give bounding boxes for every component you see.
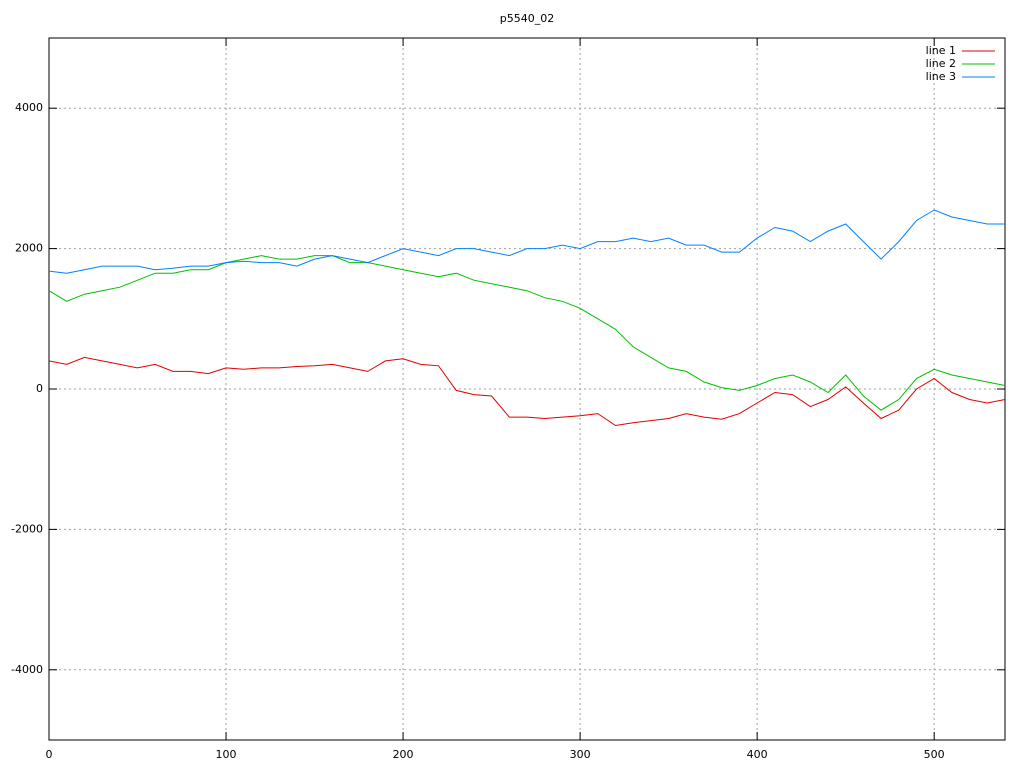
x-tick-label: 200: [393, 748, 414, 761]
chart-title: p5540_02: [500, 12, 554, 25]
legend-label: line 2: [926, 57, 956, 70]
legend-label: line 1: [926, 44, 956, 57]
y-tick-label: 4000: [15, 101, 43, 114]
legend-label: line 3: [926, 70, 956, 83]
y-tick-label: 0: [36, 382, 43, 395]
data-line: [48, 209, 1005, 274]
x-tick-label: 500: [924, 748, 945, 761]
x-tick-label: 0: [46, 748, 53, 761]
x-tick-label: 400: [747, 748, 768, 761]
data-line: [48, 255, 1006, 411]
y-tick-label: -2000: [11, 522, 43, 535]
plot-border: [48, 37, 1006, 741]
y-tick-label: 2000: [15, 242, 43, 255]
x-tick-label: 100: [216, 748, 237, 761]
x-tick-label: 300: [570, 748, 591, 761]
data-line: [48, 356, 1006, 427]
y-tick-label: -4000: [11, 663, 43, 676]
